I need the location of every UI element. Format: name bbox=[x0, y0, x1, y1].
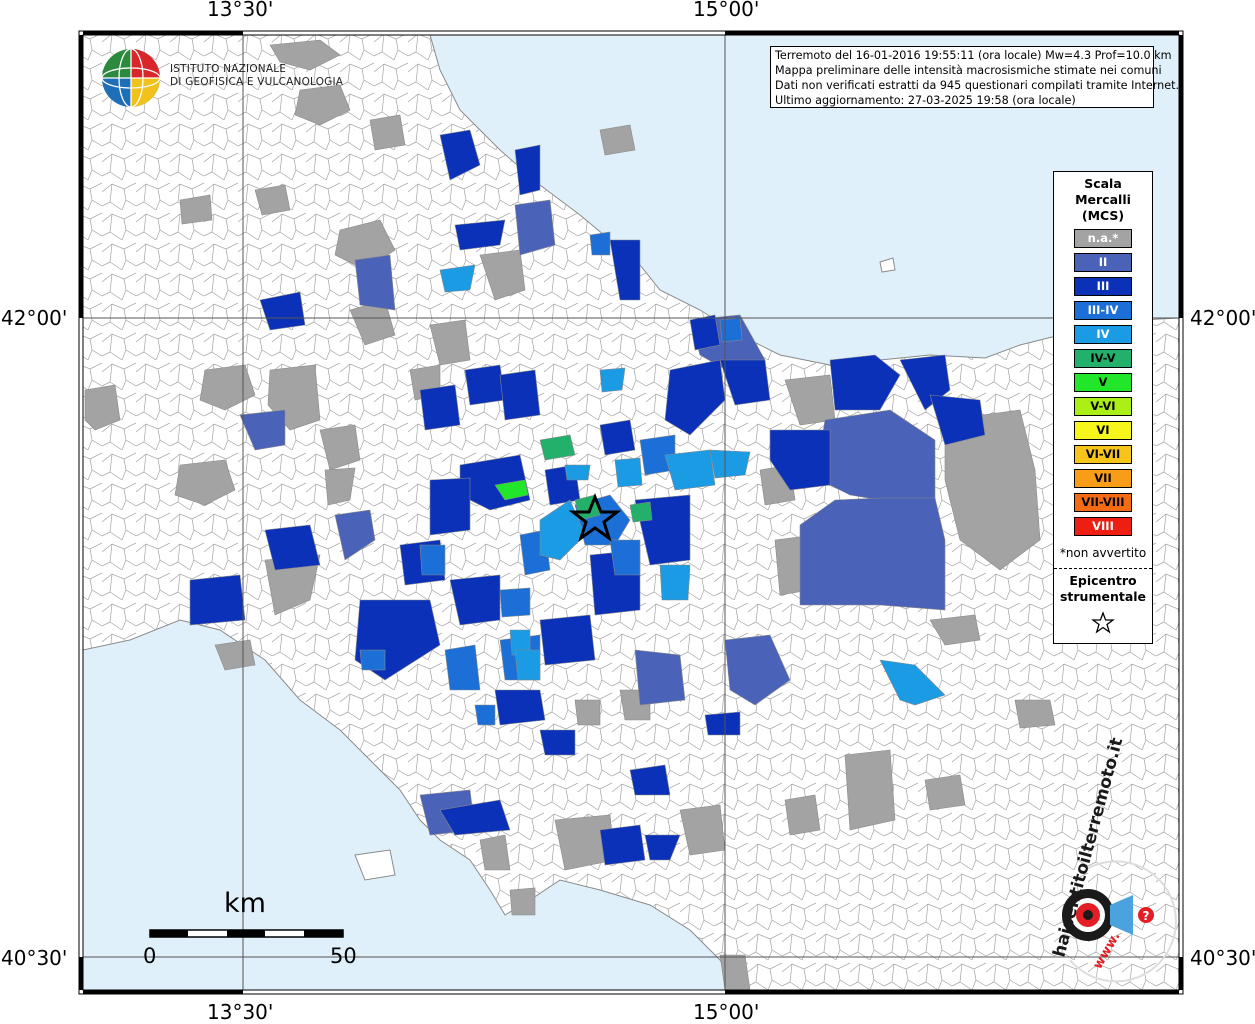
legend-item: II bbox=[1074, 253, 1132, 272]
island bbox=[354, 849, 396, 881]
tick-label-top-1330: 13°30' bbox=[207, 0, 274, 21]
intensity-IV-regions bbox=[439, 264, 946, 706]
tick-label-left-4200: 42°00' bbox=[1, 306, 68, 330]
legend-item: III bbox=[1074, 277, 1132, 296]
legend-title-line1: Scala bbox=[1084, 176, 1122, 191]
tick-label-top-1500: 15°00' bbox=[693, 0, 760, 21]
scale-end: 50 bbox=[330, 944, 357, 968]
legend-item: VI-VII bbox=[1074, 445, 1132, 464]
tick-label-left-4030: 40°30' bbox=[1, 946, 68, 970]
intensity-V-regions bbox=[494, 479, 529, 501]
institute-name-line1: ISTITUTO NAZIONALE bbox=[170, 63, 287, 75]
legend-item: VII bbox=[1074, 469, 1132, 488]
scale-bar bbox=[149, 929, 344, 938]
na-regions bbox=[84, 39, 1056, 990]
svg-text:?: ? bbox=[1143, 909, 1150, 923]
event-info-line4: Ultimo aggiornamento: 27-03-2025 19:58 (… bbox=[775, 94, 1076, 107]
ingv-globe-icon bbox=[101, 48, 161, 108]
event-info-box: Terremoto del 16-01-2016 19:55:11 (ora l… bbox=[770, 46, 1180, 108]
tick-label-bottom-1330: 13°30' bbox=[207, 1000, 274, 1024]
map-frame bbox=[78, 30, 1184, 995]
legend-title-line3: (MCS) bbox=[1081, 208, 1125, 223]
legend-item: V bbox=[1074, 373, 1132, 392]
legend-item: VII-VIII bbox=[1074, 493, 1132, 512]
event-info-line2: Mappa preliminare delle intensità macros… bbox=[775, 64, 1162, 77]
legend-title-line2: Mercalli bbox=[1075, 192, 1131, 207]
legend-star-icon bbox=[1091, 611, 1115, 634]
legend-item: III-IV bbox=[1074, 301, 1132, 320]
event-info-line1: Terremoto del 16-01-2016 19:55:11 (ora l… bbox=[775, 49, 1172, 62]
event-info-line3: Dati non verificati estratti da 945 ques… bbox=[775, 79, 1180, 92]
tick-label-bottom-1500: 15°00' bbox=[693, 1000, 760, 1024]
legend-separator bbox=[1054, 568, 1152, 569]
tick-label-right-4030: 40°30' bbox=[1190, 946, 1255, 970]
tick-label-right-4200: 42°00' bbox=[1190, 306, 1255, 330]
legend-note: *non avvertito bbox=[1059, 546, 1147, 560]
legend-item: n.a.* bbox=[1074, 229, 1132, 248]
legend-epicenter-label: Epicentro strumentale bbox=[1054, 573, 1152, 605]
scale-start: 0 bbox=[143, 944, 157, 968]
legend-item: VI bbox=[1074, 421, 1132, 440]
graticule bbox=[83, 35, 1179, 990]
legend-item: IV bbox=[1074, 325, 1132, 344]
legend-item: VIII bbox=[1074, 517, 1132, 536]
legend-epicenter-line1: Epicentro bbox=[1069, 573, 1137, 588]
epicenter-star-icon bbox=[568, 492, 622, 542]
legend-item: IV-V bbox=[1074, 349, 1132, 368]
scale-unit: km bbox=[224, 888, 266, 919]
legend-item: V-VI bbox=[1074, 397, 1132, 416]
legend-title: Scala Mercalli (MCS) bbox=[1054, 176, 1152, 224]
institute-name: ISTITUTO NAZIONALE DI GEOFISICA E VULCAN… bbox=[170, 63, 343, 89]
hsit-target-icon: ? bbox=[1062, 860, 1177, 983]
island bbox=[879, 257, 896, 273]
institute-name-line2: DI GEOFISICA E VULCANOLOGIA bbox=[170, 76, 344, 88]
legend-epicenter-line2: strumentale bbox=[1059, 589, 1147, 604]
mcs-legend: Scala Mercalli (MCS) n.a.* II III III-IV IV I… bbox=[1053, 171, 1153, 644]
